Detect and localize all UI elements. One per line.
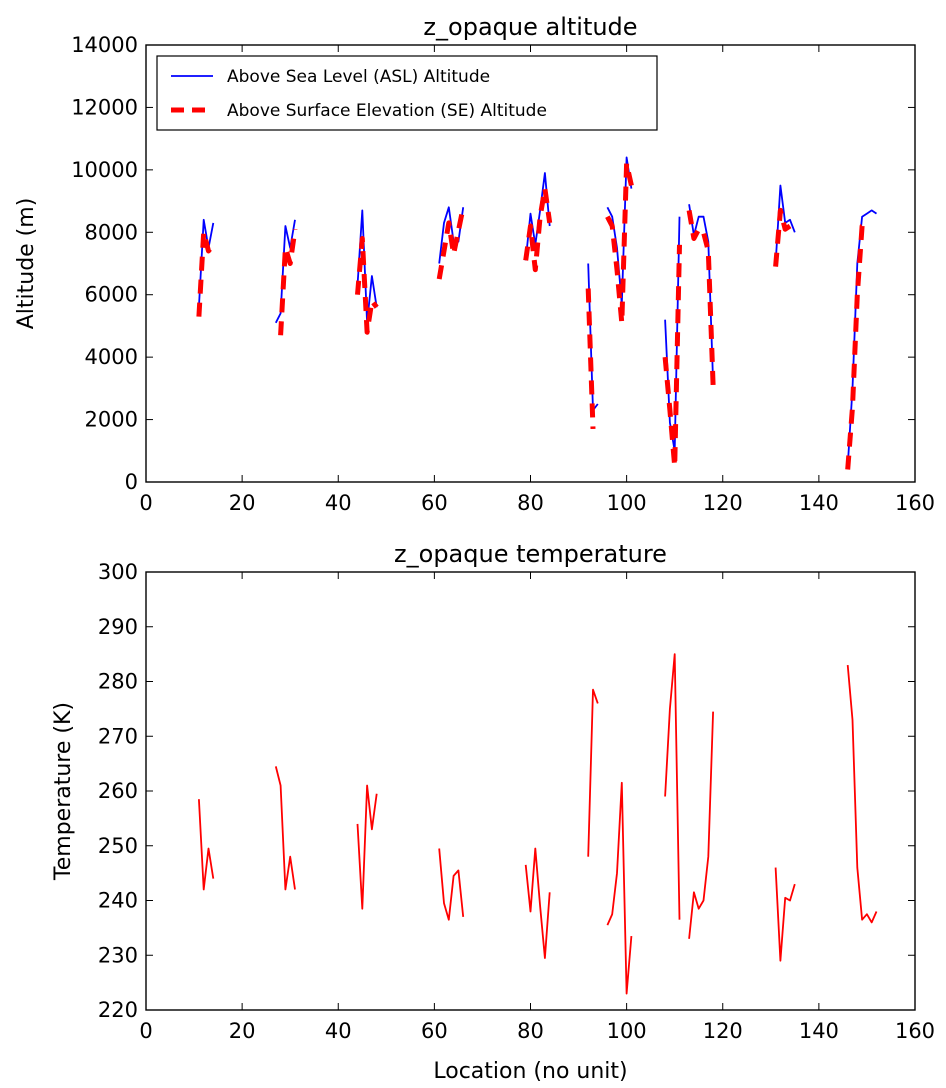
- x-tick-label: 20: [229, 1019, 256, 1043]
- series-line-segment: [664, 653, 681, 920]
- y-axis-label: Altitude (m): [14, 198, 39, 330]
- series-line-segment: [773, 207, 792, 267]
- series-line-segment: [606, 781, 633, 995]
- chart-title: z_opaque temperature: [394, 540, 667, 568]
- y-tick-label: 8000: [85, 220, 138, 244]
- y-tick-label: 260: [98, 779, 138, 803]
- x-tick-label: 120: [703, 491, 743, 515]
- x-tick-label: 160: [895, 1019, 935, 1043]
- y-axis-label: Temperature (K): [51, 702, 76, 881]
- legend: Above Sea Level (ASL) Altitude Above Surf…: [156, 55, 658, 131]
- x-tick-label: 140: [799, 1019, 839, 1043]
- x-tick-label: 0: [139, 1019, 152, 1043]
- x-tick-label: 80: [517, 1019, 544, 1043]
- temperature-chart: 0 20 40 60 80 100 120 140 160 220 230 240 250 260 270 2…: [51, 540, 935, 1084]
- legend-entry: Above Surface Elevation (SE) Altitude: [227, 101, 547, 121]
- x-tick-label: 100: [607, 1019, 647, 1043]
- x-tick-label: 20: [229, 491, 256, 515]
- series-line-segment: [524, 847, 551, 959]
- x-tick-label: 140: [799, 491, 839, 515]
- series-line-segment: [686, 209, 716, 386]
- series-line-segment: [523, 186, 553, 273]
- series-line-segment: [356, 784, 378, 910]
- series-line-segment: [688, 711, 714, 939]
- chart-title: z_opaque altitude: [423, 13, 637, 41]
- y-tick-label: 280: [98, 670, 138, 694]
- y-tick-label: 6000: [85, 283, 138, 307]
- y-tick-label: 270: [98, 724, 138, 748]
- y-tick-label: 10000: [71, 158, 138, 182]
- x-tick-label: 60: [421, 491, 448, 515]
- series-line-segment: [846, 665, 878, 924]
- series-line-segment: [198, 799, 215, 891]
- series-line-segment: [587, 688, 599, 857]
- altitude-chart: 0 20 40 60 80 100 120 140 160 0 2000 4000 6000 8000 10…: [14, 13, 935, 515]
- y-tick-label: 230: [98, 943, 138, 967]
- y-tick-label: 240: [98, 889, 138, 913]
- y-tick-label: 290: [98, 615, 138, 639]
- series-line-segment: [274, 219, 296, 324]
- x-axis-label: Location (no unit): [433, 1059, 627, 1084]
- series-line-segment: [438, 848, 465, 921]
- series-line-segment: [196, 229, 216, 317]
- series-se-altitude: [196, 161, 869, 470]
- series-line-segment: [846, 209, 877, 467]
- series-line-segment: [278, 228, 298, 336]
- x-tick-label: 100: [607, 491, 647, 515]
- y-tick-label: 0: [125, 470, 138, 494]
- y-tick-label: 12000: [71, 95, 138, 119]
- series-line-segment: [605, 161, 634, 326]
- x-tick-label: 60: [421, 1019, 448, 1043]
- y-tick-label: 250: [98, 834, 138, 858]
- y-tick-label: 300: [98, 560, 138, 584]
- series-line-segment: [688, 204, 714, 383]
- x-tick-label: 160: [895, 491, 935, 515]
- series-line-segment: [355, 236, 379, 335]
- y-tick-label: 2000: [85, 408, 138, 432]
- series-asl-altitude: [198, 156, 877, 467]
- plot-frame: [145, 571, 916, 1011]
- x-tick-label: 120: [703, 1019, 743, 1043]
- series-line-segment: [606, 156, 633, 306]
- series-line-segment: [274, 766, 296, 891]
- y-tick-label: 220: [98, 998, 138, 1022]
- legend-entry: Above Sea Level (ASL) Altitude: [227, 67, 490, 87]
- series-line-segment: [662, 244, 682, 469]
- series-line-segment: [436, 206, 466, 280]
- series-line-segment: [774, 867, 796, 962]
- series-temperature: [198, 653, 878, 995]
- x-tick-label: 0: [139, 491, 152, 515]
- series-line-segment: [585, 288, 596, 429]
- x-tick-label: 80: [517, 491, 544, 515]
- x-tick-label: 40: [325, 491, 352, 515]
- y-tick-label: 14000: [71, 33, 138, 57]
- y-tick-label: 4000: [85, 345, 138, 369]
- x-tick-label: 40: [325, 1019, 352, 1043]
